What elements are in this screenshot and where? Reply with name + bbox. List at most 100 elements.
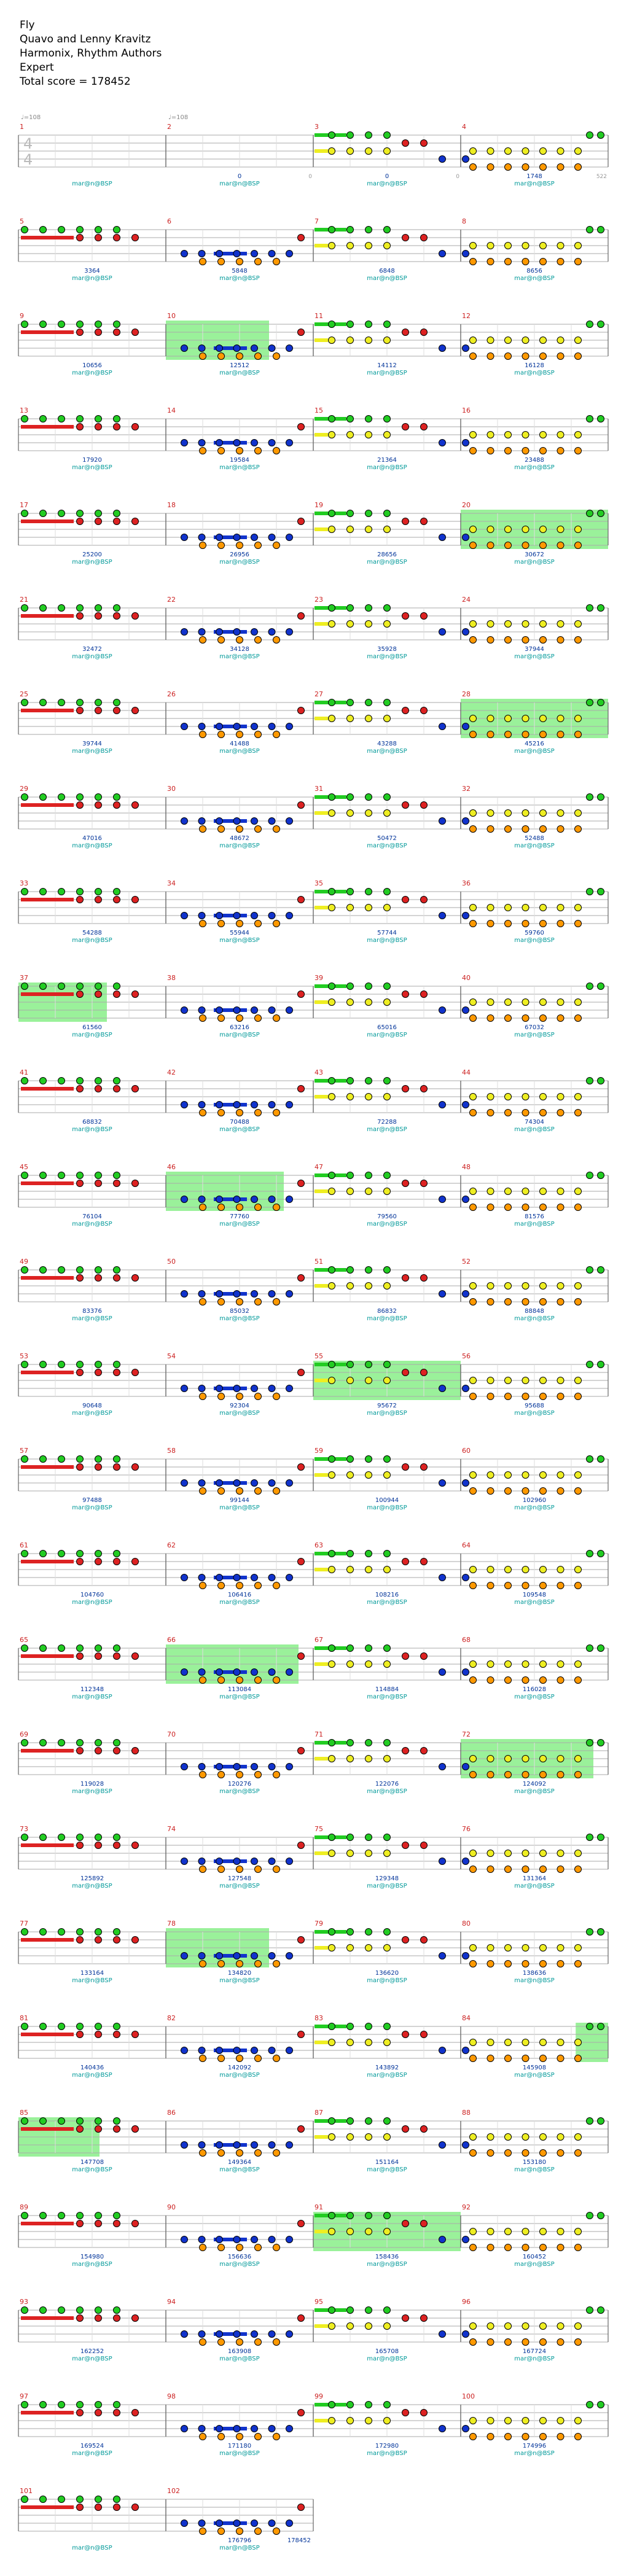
red-note <box>131 2504 139 2511</box>
orange-note <box>236 1582 243 1589</box>
yellow-note <box>574 1944 582 1951</box>
orange-note <box>486 1487 494 1495</box>
yellow-note <box>504 1660 512 1668</box>
measure-score: 116028 <box>523 1686 546 1693</box>
blue-note <box>216 1006 223 1014</box>
orange-note <box>236 825 243 833</box>
green-note <box>95 793 102 801</box>
yellow-note <box>522 2133 529 2141</box>
orange-note <box>199 258 206 265</box>
orange-note <box>522 825 529 833</box>
green-note <box>113 1455 120 1463</box>
green-note <box>346 1644 354 1652</box>
green-note <box>95 415 102 422</box>
green-note <box>346 604 354 612</box>
green-note <box>346 2401 354 2408</box>
green-note <box>76 2401 84 2408</box>
section-label: mar@n@BSP <box>219 275 259 282</box>
green-note <box>113 2306 120 2314</box>
red-note <box>402 2031 409 2038</box>
blue-note <box>216 1196 223 1203</box>
yellow-note <box>522 1471 529 1479</box>
orange-note <box>199 352 206 360</box>
blue-note <box>216 817 223 825</box>
green-note <box>58 2401 65 2408</box>
green-note <box>76 1361 84 1368</box>
section-label: mar@n@BSP <box>72 937 112 944</box>
green-note <box>76 1928 84 1936</box>
orange-note <box>557 447 565 454</box>
orange-note <box>504 1960 512 1967</box>
green-note <box>586 1644 593 1652</box>
time-signature-denominator: 4 <box>23 151 33 168</box>
measure-score: 160452 <box>523 2254 546 2260</box>
yellow-sustain <box>314 2135 328 2139</box>
green-note <box>365 2212 372 2219</box>
measure-number: 33 <box>20 879 28 887</box>
orange-note <box>236 542 243 549</box>
measure-number: 83 <box>314 2014 323 2022</box>
section-label: mar@n@BSP <box>72 1315 112 1322</box>
orange-note <box>539 1298 547 1306</box>
measure-number: 17 <box>20 501 28 509</box>
orange-note <box>539 1676 547 1684</box>
orange-note <box>522 2149 529 2157</box>
red-note <box>420 2314 428 2322</box>
red-note <box>113 1369 120 1376</box>
green-note <box>21 1834 28 1841</box>
yellow-note <box>539 1093 547 1100</box>
green-note <box>76 1834 84 1841</box>
measure-score: 142092 <box>228 2064 251 2071</box>
measure-score: 41488 <box>230 741 249 747</box>
red-note <box>420 1652 428 1660</box>
yellow-note <box>504 1282 512 1290</box>
measure-score: 176796 <box>228 2537 251 2544</box>
measure-score: 79560 <box>377 1213 397 1220</box>
red-note <box>95 2314 102 2322</box>
yellow-sustain <box>314 1473 328 1477</box>
red-note <box>76 990 84 998</box>
orange-note <box>486 1676 494 1684</box>
red-note <box>76 1842 84 1849</box>
red-sustain <box>21 1938 74 1942</box>
section-label: mar@n@BSP <box>514 1694 554 1700</box>
yellow-note <box>469 1093 477 1100</box>
blue-note <box>251 1858 258 1865</box>
blue-note <box>462 912 469 919</box>
orange-note <box>469 1014 477 1022</box>
measure-number: 53 <box>20 1352 28 1360</box>
red-note <box>131 2409 139 2416</box>
green-note <box>597 321 604 328</box>
yellow-note <box>486 2228 494 2235</box>
green-note <box>113 510 120 517</box>
red-note <box>131 1652 139 1660</box>
orange-note <box>504 1487 512 1495</box>
measure-number: 25 <box>20 690 28 698</box>
yellow-note <box>486 2039 494 2046</box>
orange-note <box>469 2244 477 2251</box>
orange-note <box>469 1298 477 1306</box>
blue-note <box>268 1385 276 1392</box>
green-note <box>76 1550 84 1557</box>
song-artist: Quavo and Lenny Kravitz <box>20 33 151 45</box>
yellow-note <box>469 147 477 155</box>
orange-note <box>504 1393 512 1400</box>
orange-note <box>273 2338 280 2346</box>
tempo-marking: ♩=108 <box>168 114 188 121</box>
measure-number: 8 <box>462 217 466 225</box>
blue-note <box>216 250 223 257</box>
measure-number: 37 <box>20 974 28 982</box>
orange-note <box>254 1487 262 1495</box>
green-note <box>58 2306 65 2314</box>
orange-note <box>217 1960 225 1967</box>
green-note <box>328 321 335 328</box>
yellow-note <box>539 337 547 344</box>
red-note <box>95 518 102 525</box>
